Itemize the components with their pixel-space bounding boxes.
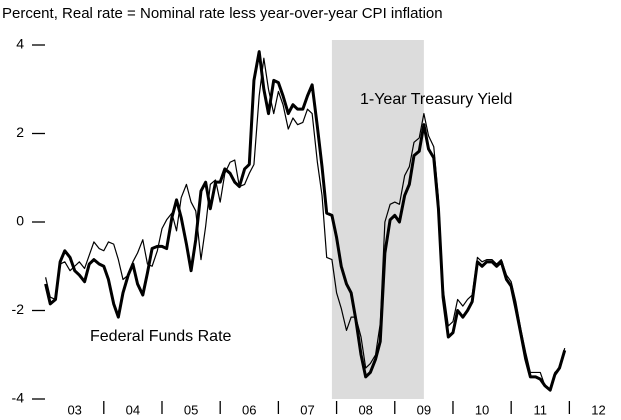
- y-tick-label: -2: [12, 301, 25, 317]
- x-tick-label: 06: [242, 402, 256, 417]
- y-tick-label: 0: [16, 213, 24, 229]
- x-tick-label: 03: [67, 402, 81, 417]
- y-tick-label: 4: [16, 36, 24, 52]
- x-tick-label: 05: [184, 402, 198, 417]
- x-tick-label: 04: [126, 402, 140, 417]
- x-tick-label: 08: [358, 402, 372, 417]
- x-tick-label: 12: [591, 402, 605, 417]
- series-line: [44, 50, 567, 392]
- series-annotation: 1-Year Treasury Yield: [360, 91, 512, 108]
- y-tick-label: -4: [12, 390, 25, 406]
- series-annotation: Federal Funds Rate: [90, 328, 232, 345]
- chart-title: Percent, Real rate = Nominal rate less y…: [2, 5, 443, 22]
- x-tick-label: 10: [475, 402, 489, 417]
- x-tick-label: 07: [300, 402, 314, 417]
- y-tick-label: 2: [16, 124, 24, 140]
- x-tick-label: 11: [534, 402, 548, 417]
- x-tick-label: 09: [417, 402, 431, 417]
